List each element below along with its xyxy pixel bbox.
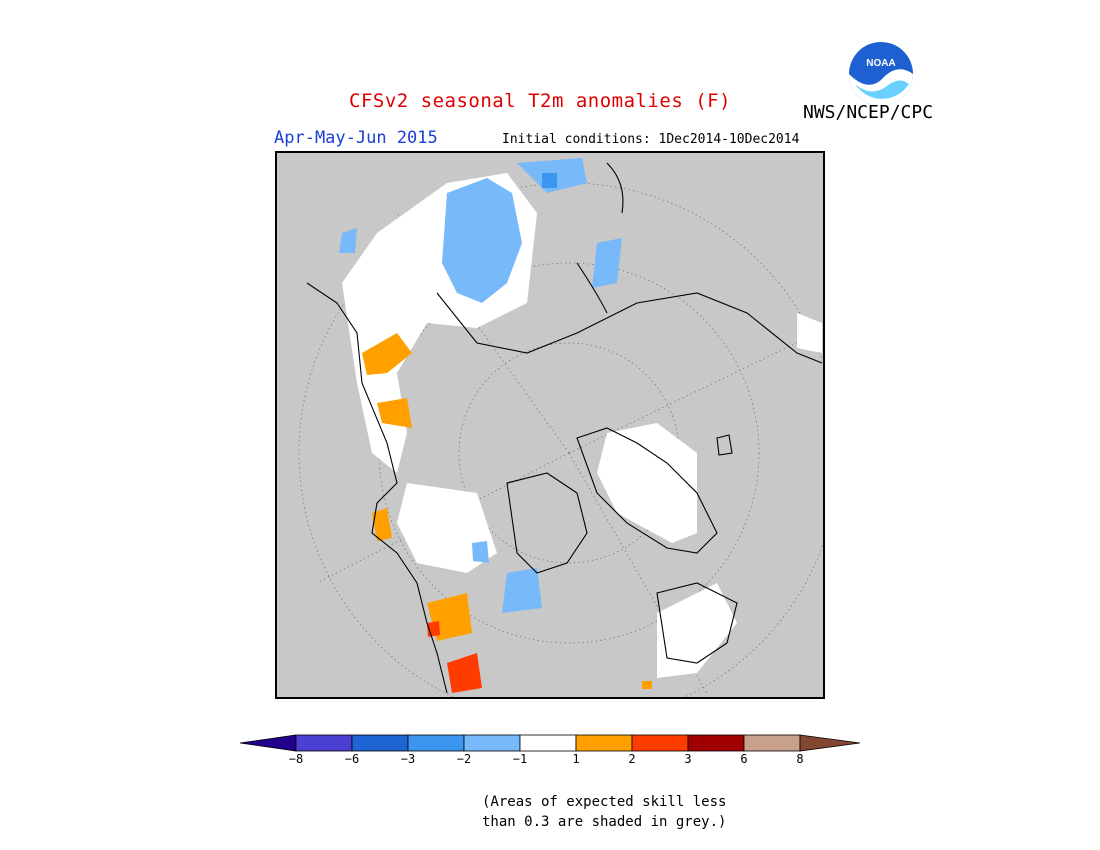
legend-tick-label: −8 [288, 752, 304, 766]
anomaly-map [275, 151, 825, 699]
legend-tick-label: −1 [512, 752, 528, 766]
color-legend-swatches [239, 734, 861, 752]
legend-swatch [631, 734, 689, 752]
noaa-logo-text: NOAA [866, 58, 895, 69]
initial-conditions: Initial conditions: 1Dec2014-10Dec2014 [502, 132, 800, 147]
legend-swatch [351, 734, 409, 752]
legend-swatch-max [799, 734, 861, 752]
legend-tick-label: −3 [400, 752, 416, 766]
legend-tick-label: 8 [796, 752, 804, 766]
legend-swatch [575, 734, 633, 752]
legend-swatch-min [239, 734, 297, 752]
forecast-period: Apr-May-Jun 2015 [274, 128, 438, 148]
legend-swatch [743, 734, 801, 752]
near-normal-regions [342, 173, 822, 678]
map-title: CFSv2 seasonal T2m anomalies (F) [349, 90, 732, 112]
legend-swatch [463, 734, 521, 752]
color-legend-bar [239, 734, 861, 756]
skill-footnote: (Areas of expected skill less than 0.3 a… [482, 792, 726, 832]
coastlines [306, 162, 823, 694]
legend-tick-label: 3 [684, 752, 692, 766]
agency-label: NWS/NCEP/CPC [803, 102, 934, 123]
legend-tick-label: −2 [456, 752, 472, 766]
noaa-logo: NOAA [847, 40, 915, 108]
legend-tick-label: −6 [344, 752, 360, 766]
cool-anomaly-regions [339, 158, 622, 613]
legend-tick-label: 6 [740, 752, 748, 766]
legend-tick-label: 2 [628, 752, 636, 766]
footnote-line-2: than 0.3 are shaded in grey.) [482, 814, 727, 830]
legend-swatch [407, 734, 465, 752]
legend-swatch [519, 734, 577, 752]
footnote-line-1: (Areas of expected skill less [482, 794, 727, 810]
legend-swatch [687, 734, 745, 752]
legend-swatch [295, 734, 353, 752]
legend-tick-label: 1 [572, 752, 580, 766]
